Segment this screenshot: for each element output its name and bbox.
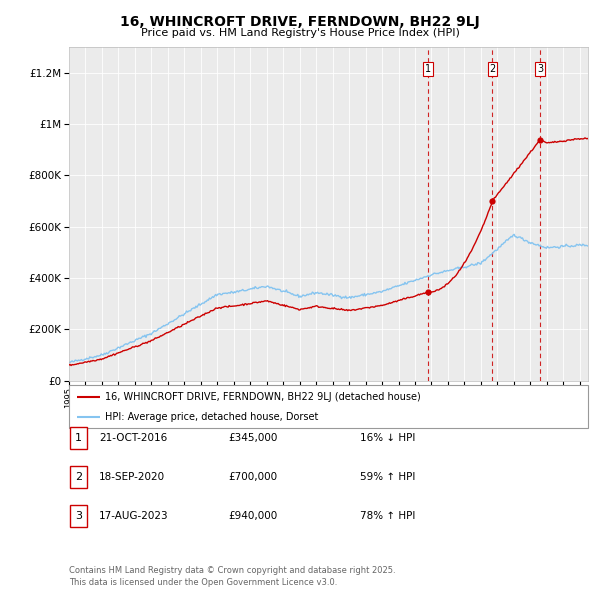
Text: 3: 3 (537, 64, 543, 74)
Text: 1: 1 (425, 64, 431, 74)
Text: 78% ↑ HPI: 78% ↑ HPI (360, 511, 415, 520)
Text: Contains HM Land Registry data © Crown copyright and database right 2025.
This d: Contains HM Land Registry data © Crown c… (69, 566, 395, 587)
Text: 21-OCT-2016: 21-OCT-2016 (99, 433, 167, 442)
Text: 59% ↑ HPI: 59% ↑ HPI (360, 472, 415, 481)
Text: 16% ↓ HPI: 16% ↓ HPI (360, 433, 415, 442)
Text: £940,000: £940,000 (228, 511, 277, 520)
Text: 16, WHINCROFT DRIVE, FERNDOWN, BH22 9LJ (detached house): 16, WHINCROFT DRIVE, FERNDOWN, BH22 9LJ … (106, 392, 421, 402)
Text: Price paid vs. HM Land Registry's House Price Index (HPI): Price paid vs. HM Land Registry's House … (140, 28, 460, 38)
Text: £700,000: £700,000 (228, 472, 277, 481)
Text: 17-AUG-2023: 17-AUG-2023 (99, 511, 169, 520)
Text: 2: 2 (75, 472, 82, 481)
Text: HPI: Average price, detached house, Dorset: HPI: Average price, detached house, Dors… (106, 412, 319, 422)
Text: 1: 1 (75, 433, 82, 442)
Text: 16, WHINCROFT DRIVE, FERNDOWN, BH22 9LJ: 16, WHINCROFT DRIVE, FERNDOWN, BH22 9LJ (120, 15, 480, 29)
Text: £345,000: £345,000 (228, 433, 277, 442)
Text: 18-SEP-2020: 18-SEP-2020 (99, 472, 165, 481)
Text: 2: 2 (490, 64, 496, 74)
Text: 3: 3 (75, 511, 82, 520)
